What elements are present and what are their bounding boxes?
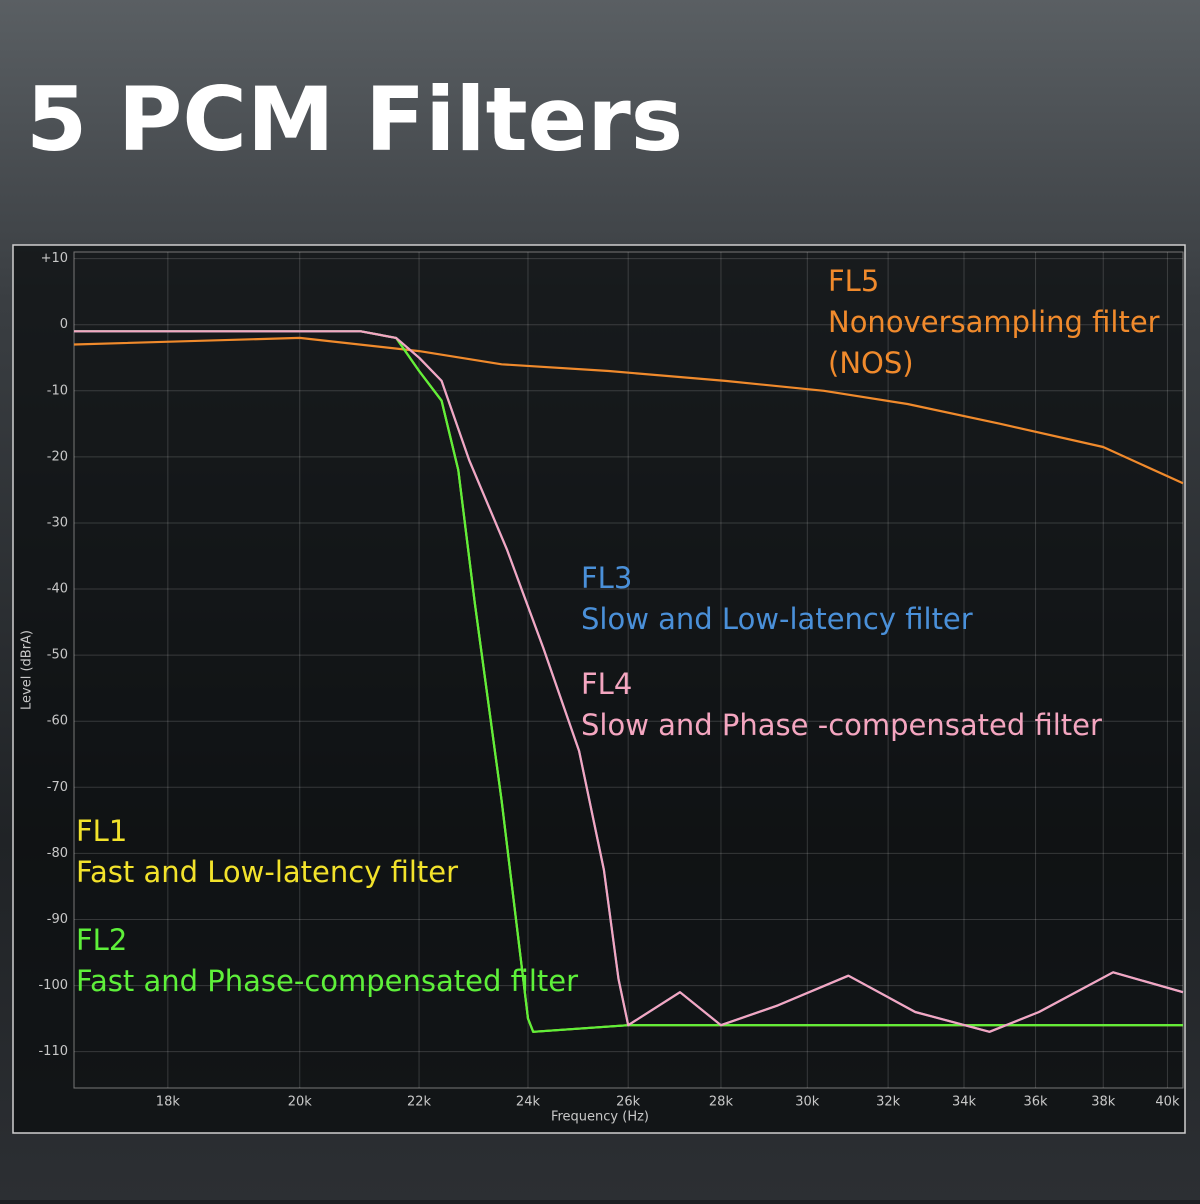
x-tick-label: 26k	[616, 1095, 641, 1110]
series-line	[73, 336, 1184, 485]
legend-label: FL4	[581, 667, 632, 701]
x-tick-label: 30k	[795, 1095, 820, 1110]
y-tick-label: -40	[47, 582, 68, 597]
plot-area	[73, 251, 1184, 1089]
legend-description: Fast and Phase-compensated filter	[76, 964, 578, 998]
legend-label: FL3	[581, 561, 632, 595]
chart-title: 5 PCM Filters	[26, 68, 683, 171]
x-tick-label: 32k	[876, 1095, 901, 1110]
legend-description: Slow and Low-latency filter	[581, 602, 973, 636]
x-tick-label: 36k	[1024, 1095, 1049, 1110]
legend-label: FL5	[828, 264, 879, 298]
x-tick-label: 38k	[1091, 1095, 1116, 1110]
legend-description: Slow and Phase -compensated filter	[581, 708, 1102, 742]
y-tick-label: -50	[47, 648, 68, 663]
y-tick-label: -110	[38, 1044, 68, 1059]
y-tick-label: -80	[47, 846, 68, 861]
y-axis-label: Level (dBrA)	[20, 630, 35, 710]
x-tick-label: 22k	[407, 1095, 432, 1110]
x-tick-label: 34k	[952, 1095, 977, 1110]
x-tick-label: 20k	[288, 1095, 313, 1110]
y-tick-label: -70	[47, 780, 68, 795]
x-tick-label: 18k	[156, 1095, 181, 1110]
y-tick-label: -90	[47, 912, 68, 927]
x-axis-label: Frequency (Hz)	[551, 1110, 649, 1125]
chart-panel	[12, 244, 1186, 1134]
legend-label: FL1	[76, 814, 127, 848]
legend-description: Fast and Low-latency filter	[76, 855, 458, 889]
x-tick-label: 24k	[516, 1095, 541, 1110]
series-line	[74, 330, 1184, 1033]
y-tick-label: -30	[47, 515, 68, 530]
y-tick-label: -100	[38, 978, 68, 993]
y-tick-label: -20	[47, 449, 68, 464]
legend-description: (NOS)	[828, 346, 914, 380]
x-tick-label: 28k	[709, 1095, 734, 1110]
y-tick-label: +10	[41, 251, 68, 266]
y-tick-label: 0	[60, 317, 68, 332]
legend-label: FL2	[76, 923, 127, 957]
y-tick-label: -10	[47, 383, 68, 398]
y-tick-label: -60	[47, 714, 68, 729]
legend-description: Nonoversampling filter	[828, 305, 1160, 339]
x-tick-label: 40k	[1155, 1095, 1180, 1110]
